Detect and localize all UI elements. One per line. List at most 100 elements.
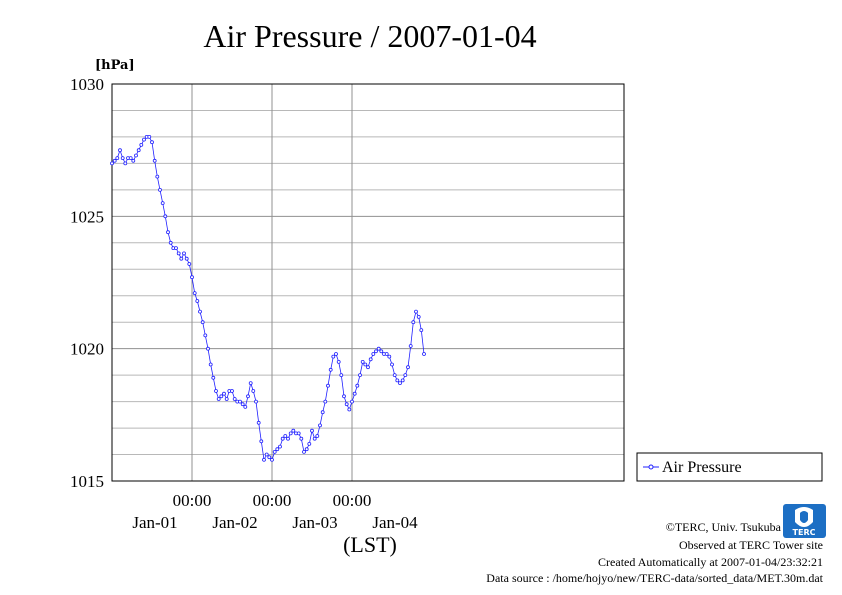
data-point — [198, 309, 202, 314]
data-point — [110, 161, 114, 166]
terc-logo: TERC — [783, 504, 826, 538]
data-point — [254, 399, 258, 404]
data-point — [350, 399, 354, 404]
data-point — [408, 344, 413, 348]
data-point — [334, 352, 338, 356]
data-point — [195, 299, 200, 303]
data-point — [400, 378, 405, 383]
credit-copyright: ©TERC, Univ. Tsukuba — [666, 520, 782, 534]
data-point — [398, 381, 402, 386]
data-point — [179, 256, 184, 261]
data-point — [363, 362, 368, 367]
data-point — [342, 394, 346, 399]
legend-box — [636, 452, 823, 482]
data-point — [264, 452, 269, 457]
data-point — [203, 333, 208, 338]
data-point — [403, 373, 408, 378]
data-point — [158, 187, 162, 192]
data-point — [142, 137, 146, 142]
data-point — [358, 373, 362, 378]
data-point — [366, 365, 370, 370]
date-label: Jan-04 — [372, 513, 418, 532]
data-point — [286, 436, 290, 441]
data-point — [275, 447, 280, 452]
data-point — [352, 391, 357, 396]
data-point — [174, 246, 178, 251]
data-point — [336, 359, 341, 364]
data-point — [307, 441, 312, 446]
data-point — [390, 362, 394, 367]
data-point — [267, 455, 272, 460]
data-series — [110, 134, 426, 462]
credit-created: Created Automatically at 2007-01-04/23:3… — [598, 555, 823, 569]
data-point — [272, 449, 277, 454]
data-point — [419, 328, 424, 333]
data-point — [360, 359, 365, 364]
data-point — [280, 436, 285, 441]
data-point — [139, 142, 144, 147]
data-point — [310, 428, 314, 433]
x-tick-label: 00:00 — [333, 491, 372, 510]
credit-observed: Observed at TERC Tower site — [679, 538, 823, 552]
data-point — [320, 410, 325, 415]
data-point — [184, 256, 189, 261]
data-point — [387, 354, 392, 359]
x-axis-ticks: 00:00 00:00 00:00 Jan-01 Jan-02 Jan-03 Jan-04 — [132, 491, 418, 532]
legend-marker — [648, 464, 654, 470]
data-point — [251, 389, 256, 393]
data-point — [232, 397, 237, 401]
data-point — [384, 352, 389, 356]
chart-title: Air Pressure / 2007-01-04 — [203, 18, 536, 54]
data-point — [208, 362, 213, 367]
data-point — [323, 399, 328, 404]
logo-inner-shape — [800, 511, 808, 523]
data-point — [155, 174, 160, 179]
logo-text: TERC — [793, 528, 816, 537]
data-point — [128, 156, 133, 161]
y-tick-label: 1030 — [70, 75, 104, 94]
data-point — [312, 436, 317, 441]
data-point — [131, 158, 136, 163]
data-point — [187, 262, 192, 266]
data-point — [118, 148, 122, 153]
y-axis-ticks: 1015 1020 1025 1030 — [70, 75, 104, 491]
data-point — [152, 158, 157, 163]
data-point — [190, 275, 194, 280]
y-tick-label: 1020 — [70, 340, 104, 359]
plot-frame — [111, 83, 625, 482]
data-point — [355, 383, 360, 388]
credit-data-source: Data source : /home/hojyo/new/TERC-data/… — [486, 571, 823, 585]
date-label: Jan-01 — [132, 513, 177, 532]
data-point — [136, 148, 141, 153]
data-point — [371, 352, 376, 356]
data-point — [176, 251, 181, 256]
data-point — [278, 444, 282, 449]
data-point — [192, 291, 197, 296]
data-point — [339, 373, 344, 378]
data-point — [368, 357, 373, 362]
y-tick-label: 1025 — [70, 207, 104, 226]
data-point — [238, 399, 242, 404]
data-point — [395, 378, 400, 383]
data-point — [182, 251, 186, 256]
data-point — [392, 373, 397, 378]
data-point — [422, 352, 426, 356]
legend: Air Pressure — [636, 452, 823, 482]
data-point — [331, 354, 336, 359]
data-point — [115, 156, 120, 161]
data-point — [256, 420, 261, 425]
data-point — [150, 140, 154, 145]
data-point — [166, 230, 170, 235]
date-label: Jan-03 — [292, 513, 337, 532]
data-point — [112, 158, 117, 163]
data-point — [326, 383, 330, 388]
data-point — [248, 381, 253, 386]
data-point — [315, 434, 320, 438]
data-point — [411, 320, 416, 325]
data-point — [379, 349, 384, 354]
data-point — [243, 404, 248, 409]
plot-grid — [112, 83, 624, 482]
data-point — [406, 365, 410, 370]
x-axis-label: (LST) — [343, 532, 397, 557]
